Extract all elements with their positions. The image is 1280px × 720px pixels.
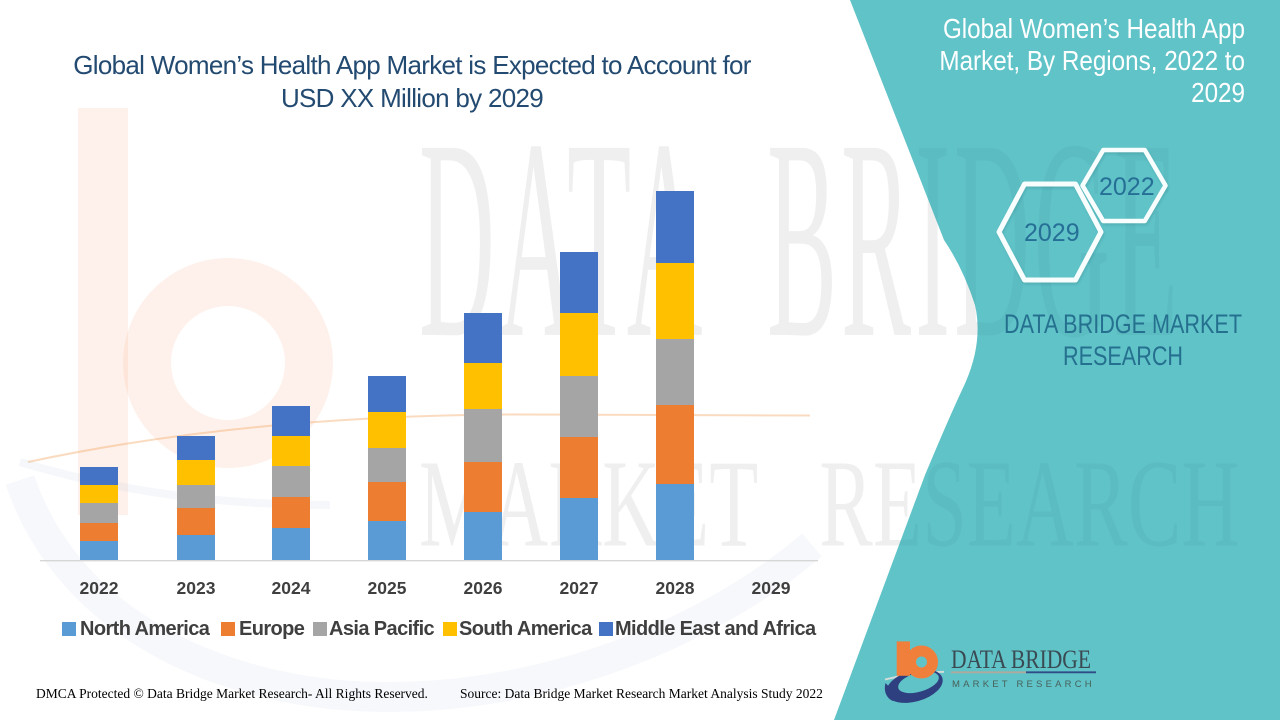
svg-text:MARKET RESEARCH: MARKET RESEARCH — [952, 679, 1095, 690]
svg-text:MARKET RESEARCH: MARKET RESEARCH — [419, 433, 1240, 573]
svg-text:DATA BRIDGE: DATA BRIDGE — [951, 645, 1091, 674]
svg-text:DATA BRIDGE: DATA BRIDGE — [419, 80, 1182, 397]
